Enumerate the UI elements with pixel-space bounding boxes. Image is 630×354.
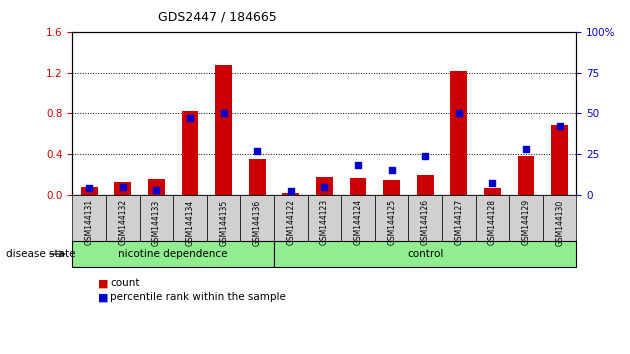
Bar (383, 181, 400, 195)
Point (185, 115, 195, 121)
Point (219, 110, 229, 116)
Point (488, 181, 498, 186)
Text: GSM144127: GSM144127 (454, 199, 463, 245)
Text: ■: ■ (98, 292, 108, 302)
Bar (316, 177, 333, 195)
Text: nicotine dependence: nicotine dependence (118, 249, 228, 259)
Text: disease state: disease state (6, 249, 76, 259)
Bar (518, 156, 534, 195)
Point (151, 187, 161, 193)
Point (84, 185, 94, 191)
Text: GSM144122: GSM144122 (287, 199, 295, 245)
Bar (215, 65, 232, 195)
Bar (551, 126, 568, 195)
Point (554, 124, 564, 129)
Text: GSM144129: GSM144129 (522, 199, 530, 245)
Bar (81, 187, 98, 195)
Text: GSM144133: GSM144133 (152, 199, 161, 246)
Bar (282, 193, 299, 195)
Text: GSM144123: GSM144123 (320, 199, 329, 245)
Text: percentile rank within the sample: percentile rank within the sample (110, 292, 286, 302)
Text: GDS2447 / 184665: GDS2447 / 184665 (158, 11, 276, 24)
Text: count: count (110, 278, 140, 288)
Point (454, 110, 464, 116)
Text: GSM144124: GSM144124 (353, 199, 362, 245)
Point (252, 148, 262, 154)
Point (353, 162, 363, 168)
Point (387, 167, 397, 173)
Bar (249, 159, 266, 195)
Bar (417, 175, 433, 195)
Bar (115, 183, 131, 195)
Point (521, 146, 531, 152)
Bar (450, 70, 467, 195)
Text: GSM144136: GSM144136 (253, 199, 261, 246)
Text: control: control (407, 249, 444, 259)
Point (286, 189, 296, 194)
Point (420, 153, 430, 159)
Text: GSM144135: GSM144135 (219, 199, 228, 246)
Text: GSM144130: GSM144130 (555, 199, 564, 246)
Bar (350, 178, 367, 195)
Bar (484, 188, 501, 195)
Point (319, 184, 329, 189)
Text: ■: ■ (98, 278, 108, 288)
Bar (181, 111, 198, 195)
Text: GSM144128: GSM144128 (488, 199, 497, 245)
Text: GSM144125: GSM144125 (387, 199, 396, 245)
Text: GSM144131: GSM144131 (85, 199, 94, 245)
Text: GSM144126: GSM144126 (421, 199, 430, 245)
Text: GSM144132: GSM144132 (118, 199, 127, 245)
Bar (148, 179, 165, 195)
Text: GSM144134: GSM144134 (186, 199, 195, 246)
Point (118, 184, 128, 189)
